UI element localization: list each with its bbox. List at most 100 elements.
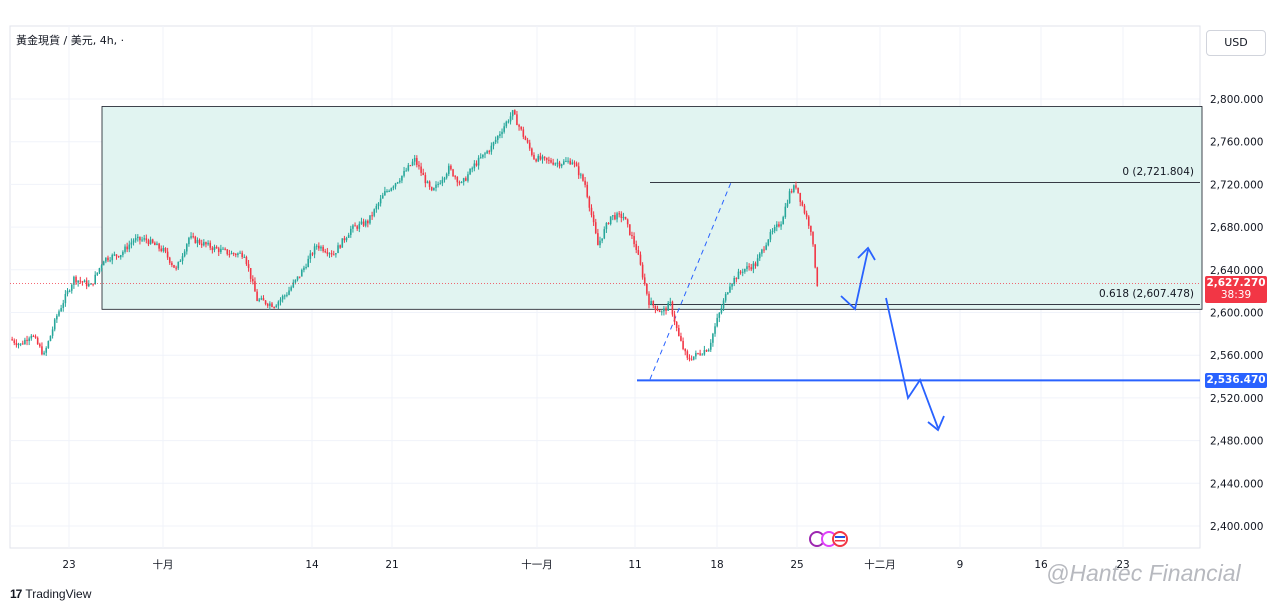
candle-body [62,303,65,309]
candle-body [428,181,431,187]
candle-body [643,277,646,284]
candle-body [780,224,782,227]
candle-body [445,173,448,178]
candle-body [548,159,550,161]
candle-body [633,236,635,245]
symbol-title[interactable]: 黃金現貨 / 美元, 4h, · [16,34,125,47]
candle-body [130,242,133,245]
candle-body [524,136,527,140]
candle-body [778,224,780,227]
y-tick-label: 2,760.000 [1210,137,1263,149]
candle-body [533,154,535,160]
candle-body [541,156,544,160]
candle-body [797,187,799,193]
candle-body [392,186,395,189]
candle-body [217,248,220,253]
candle-body [646,283,648,294]
candle-body [102,261,105,266]
candle-body [305,267,307,269]
candle-body [741,271,744,273]
candle-body [141,239,143,241]
candle-body [746,266,748,270]
current-price-tag: 2,627.270 38:39 [1205,276,1267,303]
candle-body [584,180,586,185]
candle-body [39,344,41,347]
candle-body [260,298,263,300]
candle-body [137,236,139,239]
candle-body [375,206,378,210]
us-flag-icon[interactable] [832,531,848,547]
candle-body [298,276,301,278]
tradingview-logo[interactable]: 17 TradingView [10,587,91,601]
candle-body [24,339,26,345]
candle-body [36,337,39,345]
support-price-value: 2,536.470 [1206,374,1266,386]
candle-body [96,272,99,275]
candle-body [447,165,450,174]
candle-body [516,114,518,126]
candle-body [164,247,167,252]
candle-body [543,156,546,158]
candle-body [132,240,135,243]
candle-body [460,182,463,184]
bearish-projection-arrow [885,297,939,429]
candle-body [100,265,103,269]
candle-body [70,284,73,291]
candle-body [810,225,812,232]
currency-button[interactable]: USD [1206,30,1266,56]
candle-body [616,213,618,220]
candle-body [262,298,265,301]
candle-body [479,157,482,159]
candle-body [185,244,188,252]
candle-body [650,301,652,305]
candle-body [379,198,382,204]
candle-body [53,319,56,330]
candle-body [198,239,201,244]
x-tick-label: 21 [385,559,398,571]
candle-body [763,249,765,251]
event-icons[interactable] [809,531,848,547]
candle-body [147,240,150,245]
fib-retracement [649,181,1200,380]
candle-body [92,283,94,285]
candle-body [418,164,420,167]
candle-body [590,207,593,215]
candle-body [771,230,774,232]
candle-body [256,291,258,301]
candle-body [313,246,316,255]
candle-body [213,246,216,250]
candle-body [420,166,422,173]
candle-body [341,238,344,248]
candle-body [269,303,271,306]
candle-body [173,264,175,268]
arrowhead-down-icon [927,415,945,432]
candle-body [552,162,554,165]
candle-body [279,299,282,302]
candle-body [658,310,661,313]
candle-body [320,246,322,249]
candle-body [156,243,158,246]
candle-body [56,315,58,320]
candle-body [509,116,512,122]
candle-body [407,165,410,171]
candle-body [273,306,275,308]
candle-body [514,110,516,115]
candle-body [322,246,324,252]
candle-body [211,247,214,250]
candle-body [503,126,505,132]
candle-body [682,340,684,350]
candle-body [565,161,567,163]
candle-body [450,165,452,170]
candle-body [707,349,710,352]
candle-body [526,139,529,143]
candle-body [718,312,721,318]
x-tick-label: 十二月 [864,558,896,571]
candle-body [181,256,184,261]
candle-body [145,238,148,241]
candle-body [750,267,753,270]
candle-body [194,236,197,244]
candle-body [339,245,341,248]
tradingview-label: TradingView [25,587,92,601]
candle-body [473,163,476,169]
